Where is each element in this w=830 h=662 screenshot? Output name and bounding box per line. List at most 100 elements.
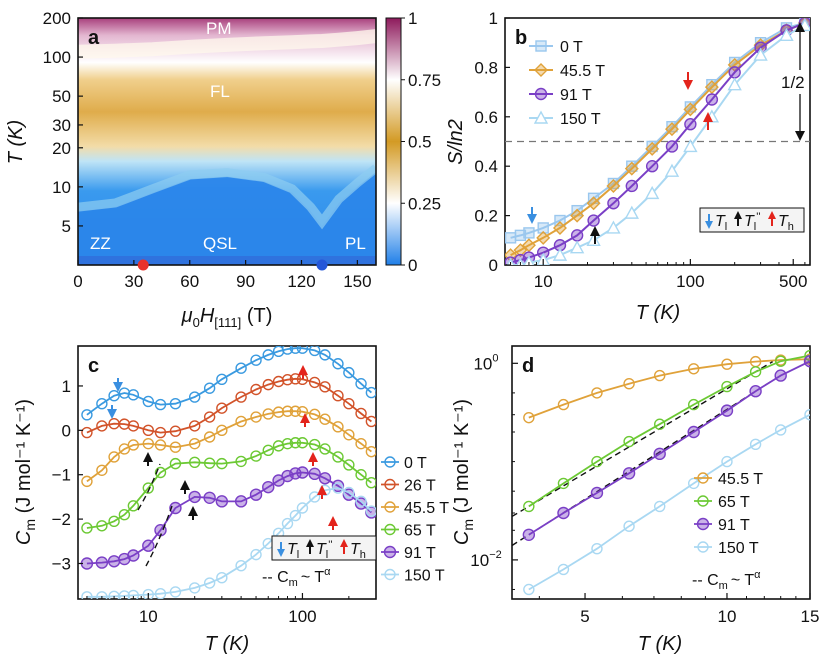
- c-data-point: [296, 346, 309, 354]
- c-data-point: [234, 495, 248, 508]
- c-data-point: [296, 502, 309, 514]
- fit-d-C: -- C: [692, 572, 719, 589]
- b-data-point: [570, 208, 585, 223]
- c-data-point: [343, 459, 355, 471]
- b-data-point: [607, 177, 620, 190]
- c-ytick-label: −2: [52, 510, 71, 529]
- c-data-point: [142, 424, 154, 437]
- d-data-point: [623, 378, 635, 390]
- region-pm-label: PM: [206, 19, 232, 38]
- region-zz-label: ZZ: [90, 234, 111, 253]
- c-data-point: [272, 406, 285, 418]
- b-legend-label: 45.5 T: [560, 63, 605, 80]
- b-data-point: [607, 197, 620, 210]
- panel-label-c: c: [88, 355, 99, 377]
- fit-label-d: -- Cm ~ Tα: [692, 569, 761, 592]
- c-legend-marker: [384, 501, 396, 513]
- a-xtick-label: 90: [236, 272, 255, 291]
- c-data-point: [216, 424, 228, 437]
- c-data-point: [235, 415, 247, 428]
- d-data-point: [803, 355, 810, 368]
- d-legend-label: 150 T: [718, 540, 759, 557]
- c-data-point: [235, 362, 247, 374]
- fit-c-rest: ~ T: [301, 569, 325, 586]
- a-ytick-label: 50: [52, 87, 71, 106]
- legend-b-tll-sub: l: [754, 221, 756, 233]
- c-data-point: [107, 555, 121, 568]
- a-xtick-label: 150: [343, 272, 371, 291]
- base-strip: [78, 256, 376, 265]
- b-data-point: [666, 120, 678, 133]
- c-data-point: [154, 426, 167, 439]
- d-series-line: [528, 360, 810, 536]
- c-data-point: [235, 455, 247, 468]
- b-data-point: [728, 66, 741, 79]
- c-data-point: [96, 591, 108, 599]
- c-data-point: [355, 469, 367, 481]
- c-data-point: [80, 557, 94, 570]
- d-data-point: [749, 366, 762, 378]
- qsl-edge-band: [78, 164, 376, 230]
- c-data-point: [308, 376, 321, 389]
- c-data-point: [250, 548, 262, 561]
- b-data-point: [537, 222, 549, 234]
- c-data-point: [289, 405, 302, 417]
- c-data-point: [318, 472, 332, 485]
- c-data-point: [127, 500, 140, 512]
- panel-c-series: [80, 346, 376, 599]
- c-ytick-label: 1: [62, 377, 71, 396]
- b-legend-marker: [535, 40, 547, 52]
- c-data-point: [108, 451, 120, 463]
- c-data-point: [365, 505, 376, 517]
- legend-b-tll-arrow-head: [734, 211, 742, 219]
- panel-c-xlabel: T (K): [205, 633, 249, 655]
- b-data-point: [727, 77, 742, 91]
- c-data-point: [262, 378, 274, 391]
- c-data-point: [169, 457, 182, 470]
- legend-c-tl-arrow-head: [277, 549, 285, 557]
- c-legend-marker: [384, 523, 396, 536]
- panel-a-xlabel: μ0H[111] (T): [181, 305, 273, 330]
- legend-c-th-T: T: [350, 541, 361, 558]
- legend-c-th-arrow-head: [340, 539, 348, 547]
- c-data-point: [343, 398, 355, 410]
- b-data-point: [569, 240, 585, 254]
- c-data-point: [95, 556, 109, 569]
- legend-c-tll-sub: l: [326, 549, 328, 561]
- c-ytick-label: −3: [52, 554, 71, 573]
- c-data-point: [250, 450, 262, 462]
- c-data-point: [169, 501, 182, 515]
- d-data-point: [749, 438, 762, 450]
- fit-c-m: m: [289, 577, 298, 589]
- c-data-point: [332, 358, 344, 370]
- b-data-point: [514, 229, 527, 242]
- colorbar-tick-label: 1: [408, 9, 417, 28]
- c-data-point: [169, 425, 182, 437]
- d-data-point: [774, 369, 787, 382]
- d-ytick-base: 10: [473, 354, 492, 373]
- c-data-point: [108, 390, 120, 402]
- d-data-point: [774, 424, 787, 436]
- d-data-point: [523, 583, 535, 596]
- c-data-point: [281, 405, 294, 417]
- c-legend-label: 26 T: [404, 478, 436, 495]
- c-data-point: [127, 439, 140, 451]
- c-data-point: [154, 398, 167, 411]
- red-marker: [137, 259, 149, 271]
- legend-c-tl-T: T: [287, 541, 298, 558]
- c-data-point: [289, 509, 302, 522]
- c-data-point: [250, 354, 262, 366]
- arrow-legend-c-box: [271, 535, 377, 561]
- c-data-point: [343, 366, 355, 379]
- panel-a-ylabel: T (K): [5, 120, 27, 164]
- b-data-point: [570, 229, 584, 242]
- legend-c-tll-text: Tl'': [316, 539, 332, 561]
- b-data-point: [587, 214, 600, 227]
- b-data-point: [626, 160, 638, 172]
- c-data-point: [188, 391, 201, 403]
- c-data-point: [142, 539, 155, 552]
- legend-b-th-arrow-head: [768, 211, 776, 219]
